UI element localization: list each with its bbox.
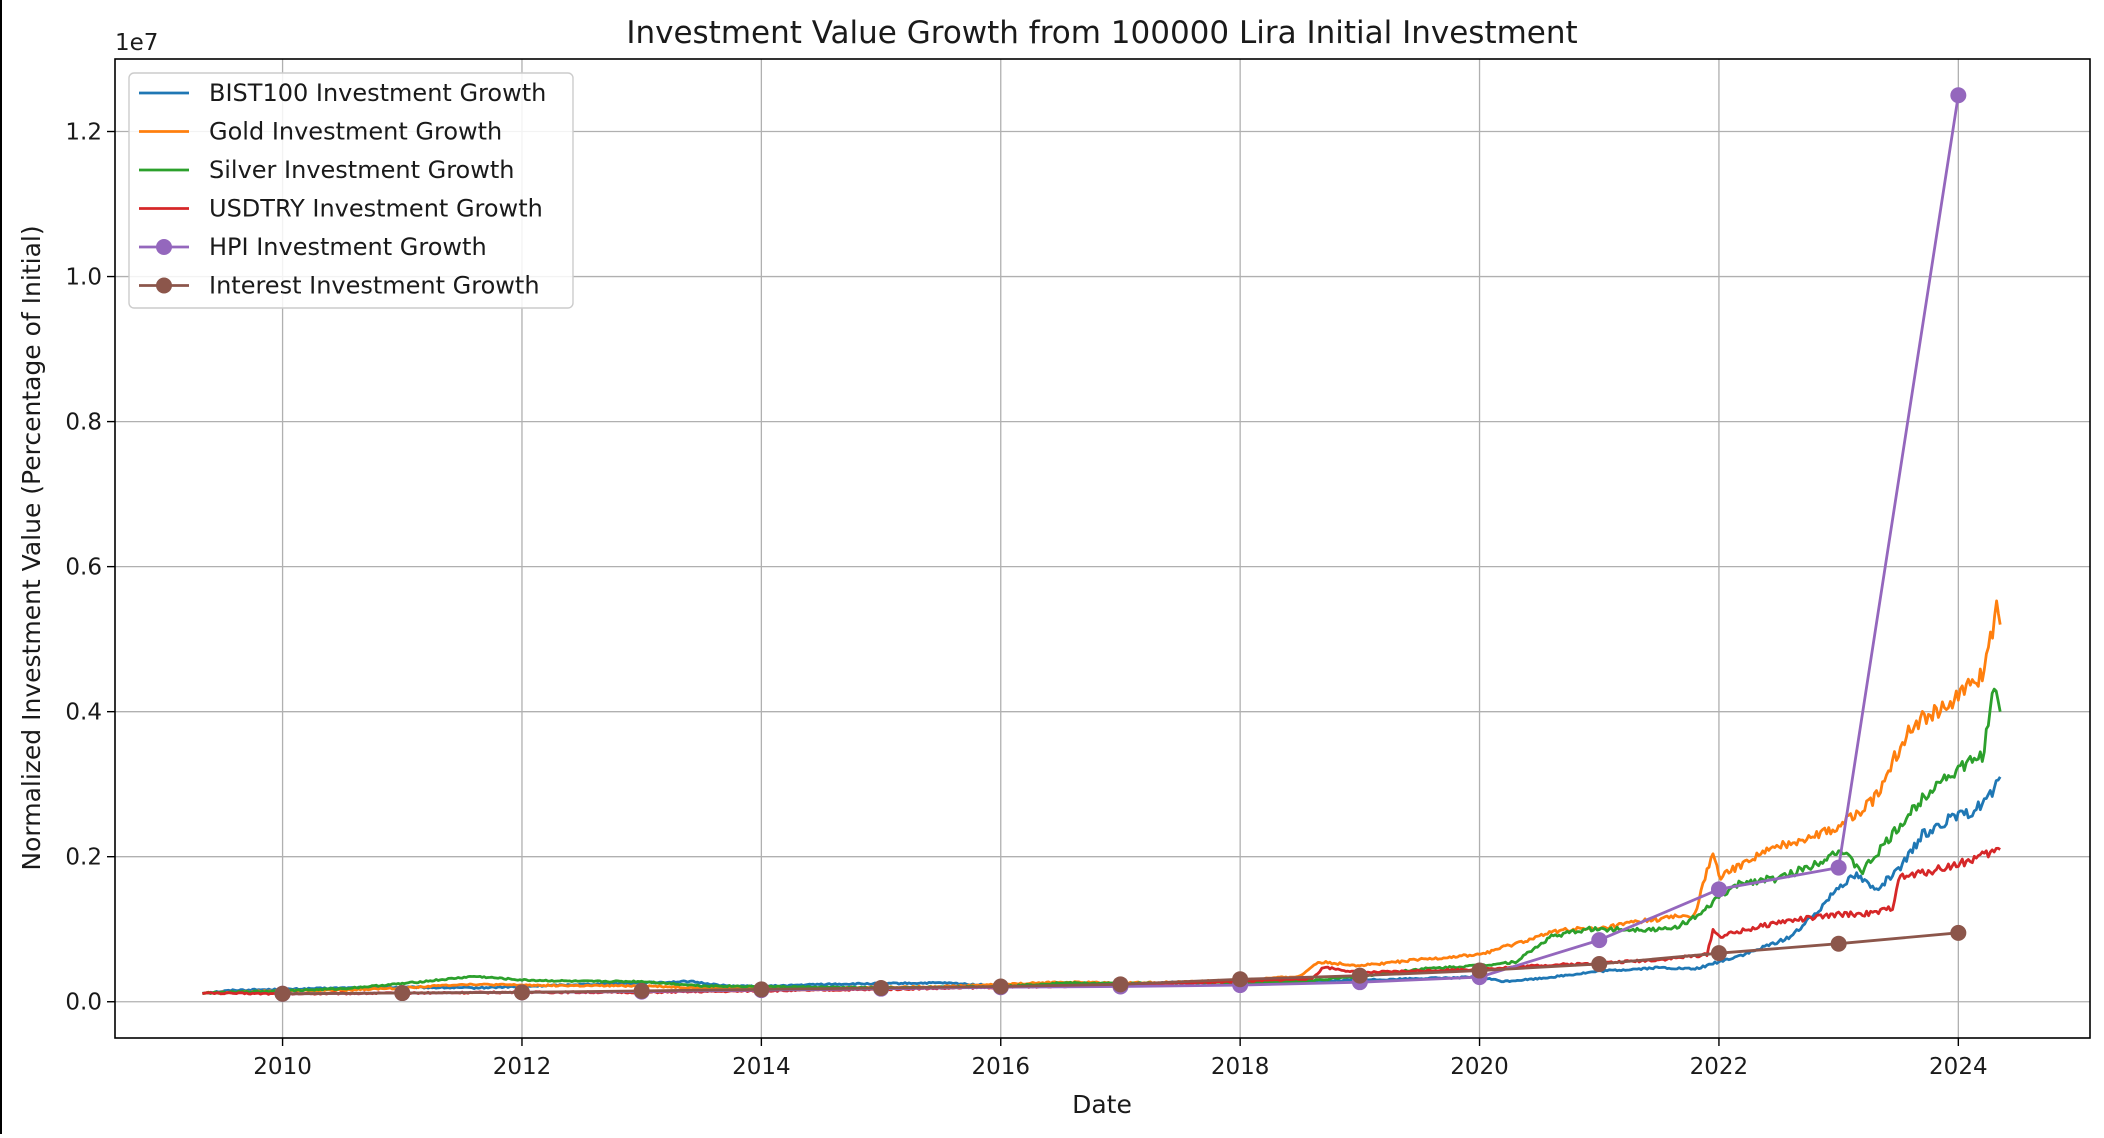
legend: BIST100 Investment Growth Gold Investment… (128, 72, 574, 309)
x-tick-label: 2020 (1450, 1054, 1509, 1080)
legend-entries: BIST100 Investment Growth Gold Investment… (139, 79, 546, 300)
data-point (1351, 967, 1368, 984)
data-point (1591, 932, 1608, 949)
y-tick-label: 0.8 (65, 410, 102, 436)
data-point (873, 979, 890, 996)
data-point (1710, 881, 1727, 898)
data-point (1710, 945, 1727, 962)
data-point (1112, 976, 1129, 993)
series-2 (202, 687, 2002, 995)
x-tick-label: 2024 (1929, 1054, 1988, 1080)
y-axis-label: Normalized Investment Value (Percentage … (17, 225, 46, 870)
data-point (1471, 962, 1488, 979)
series-5 (274, 924, 1967, 1002)
data-point (394, 985, 411, 1002)
data-point (1830, 935, 1847, 952)
legend-label: BIST100 Investment Growth (209, 79, 546, 107)
legend-label: Silver Investment Growth (209, 156, 514, 184)
y-tick-label: 1.2 (65, 120, 102, 146)
x-tick-label: 2022 (1690, 1054, 1749, 1080)
x-tick-label: 2018 (1211, 1054, 1270, 1080)
series-line (202, 687, 2002, 995)
data-point (1950, 924, 1967, 941)
data-point (1232, 971, 1249, 988)
series-0 (202, 776, 2002, 995)
y-tick-label: 0.4 (65, 700, 102, 726)
legend-box (128, 72, 574, 309)
y-axis-multiplier: 1e7 (115, 30, 158, 56)
plot-area-border (114, 58, 2091, 1039)
legend-item: USDTRY Investment Growth (139, 195, 543, 223)
y-tick-label: 0.2 (65, 845, 102, 871)
legend-item: Silver Investment Growth (139, 156, 514, 184)
data-point (992, 978, 1009, 995)
data-point (753, 981, 770, 998)
data-point (1950, 87, 1967, 104)
grid-lines (115, 59, 2090, 1038)
legend-label: USDTRY Investment Growth (209, 195, 543, 223)
legend-item: Interest Investment Growth (139, 272, 540, 300)
series-line (202, 599, 2002, 995)
data-point (1830, 859, 1847, 876)
data-point (633, 982, 650, 999)
x-tick-label: 2014 (732, 1054, 791, 1080)
legend-marker (156, 239, 172, 255)
legend-item: BIST100 Investment Growth (139, 79, 546, 107)
axis-ticks: 2010 2012 2014 2016 2018 2020 2022 2024 0.0 0.2 0.… (65, 120, 1987, 1080)
chart-title: Investment Value Growth from 100000 Lira… (626, 15, 1577, 51)
legend-label: Gold Investment Growth (209, 118, 502, 146)
y-tick-label: 0.6 (65, 555, 102, 581)
y-tick-label: 1.0 (65, 265, 102, 291)
x-axis-label: Date (1072, 1090, 1132, 1119)
x-tick-label: 2010 (253, 1054, 312, 1080)
y-tick-label: 0.0 (65, 990, 102, 1016)
series-line (202, 776, 2002, 995)
data-point (513, 984, 530, 1001)
legend-marker (156, 277, 172, 294)
data-point (1591, 956, 1608, 973)
series-1 (202, 599, 2002, 995)
legend-label: HPI Investment Growth (209, 233, 487, 261)
legend-label: Interest Investment Growth (209, 272, 540, 300)
series-lines (201, 87, 2002, 1002)
x-tick-label: 2016 (971, 1054, 1030, 1080)
x-tick-label: 2012 (493, 1054, 552, 1080)
legend-item: HPI Investment Growth (139, 233, 487, 261)
legend-item: Gold Investment Growth (139, 118, 502, 146)
data-point (274, 985, 291, 1002)
